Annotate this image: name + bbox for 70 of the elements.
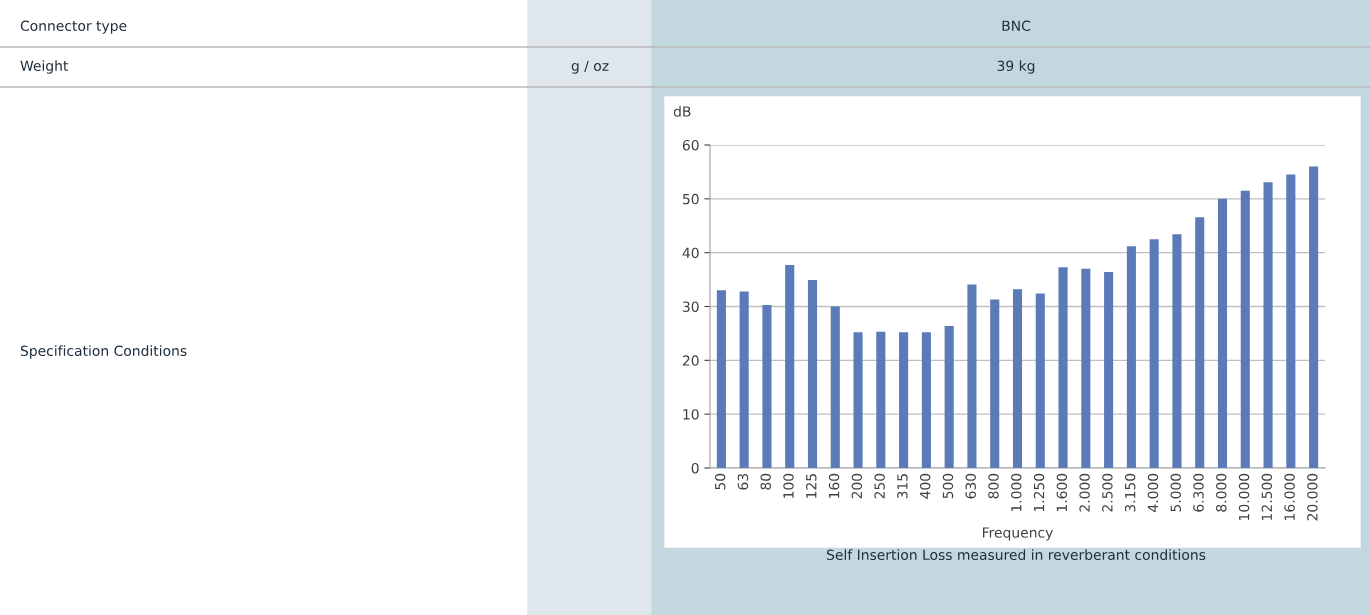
x-tick-label: 5.000 [1170,473,1181,512]
bar [1012,289,1023,468]
x-tick-label: 630 [965,473,976,499]
bar [1081,268,1091,468]
x-tick-label: 6.300 [1193,473,1204,512]
x-tick-label: 20.000 [1307,473,1318,521]
x-tick-label: 500 [942,473,954,499]
y-tick-label: 40 [682,247,699,259]
bar [1058,267,1068,468]
x-tick-label: 800 [988,473,999,499]
bar [1126,246,1136,468]
x-tick-label: 8.000 [1216,473,1227,512]
x-tick-label: 315 [897,474,908,499]
bar [1149,239,1159,468]
y-tick-label: 30 [682,301,699,312]
bar [853,332,863,468]
bar [830,306,840,468]
bar [1035,293,1045,468]
bar [899,332,909,468]
x-tick-label: 12.500 [1261,473,1273,520]
x-axis-title: Frequency [982,527,1053,541]
bar [716,290,726,468]
x-tick-label: 125 [806,474,817,498]
bar [876,331,886,468]
x-tick-label: 200 [851,473,863,499]
y-tick-label: 60 [682,139,699,151]
bar [1240,190,1250,468]
bar [1195,217,1205,468]
x-tick-label: 3.150 [1124,473,1136,512]
x-tick-label: 2.500 [1102,473,1113,512]
x-tick-label: 160 [828,473,840,498]
x-tick-label: 63 [737,473,749,490]
x-tick-label: 100 [783,473,794,498]
bar [967,284,977,468]
bar [921,332,931,468]
bar [990,299,1000,468]
x-tick-label: 80 [760,473,771,490]
text: BNC [1002,20,1031,32]
x-tick-label: 400 [919,473,931,499]
bar [944,325,954,468]
bar [1217,198,1228,468]
y-tick-label: 50 [682,193,699,205]
bar [739,291,749,468]
bar [1104,272,1114,468]
y-axis-title: dB [673,105,691,117]
text: 39 kg [997,60,1035,74]
x-tick-label: 1.000 [1011,473,1022,512]
text: Weight [20,60,69,74]
text: Specification Conditions [20,345,187,359]
bar [785,265,795,468]
x-tick-label: 16.000 [1284,473,1295,520]
bar [1309,166,1319,468]
bar [1263,182,1273,468]
y-tick-label: 20 [682,355,699,366]
text: g / oz [571,60,609,74]
bar [762,304,772,468]
x-tick-label: 1.600 [1056,473,1068,512]
x-tick-label: 10.000 [1238,473,1250,520]
text: Connector type [20,20,127,34]
y-tick-label: 10 [683,409,699,420]
x-tick-label: 1.250 [1033,473,1045,512]
x-tick-label: 50 [714,473,726,490]
y-tick-label: 0 [691,462,699,474]
x-tick-label: 4.000 [1147,473,1159,512]
x-tick-label: 250 [874,473,885,499]
text: Self Insertion Loss measured in reverberant conditions [827,549,1206,561]
bar [1286,174,1296,468]
bar [1172,234,1182,468]
bar [807,280,818,468]
x-tick-label: 2.000 [1079,473,1090,512]
